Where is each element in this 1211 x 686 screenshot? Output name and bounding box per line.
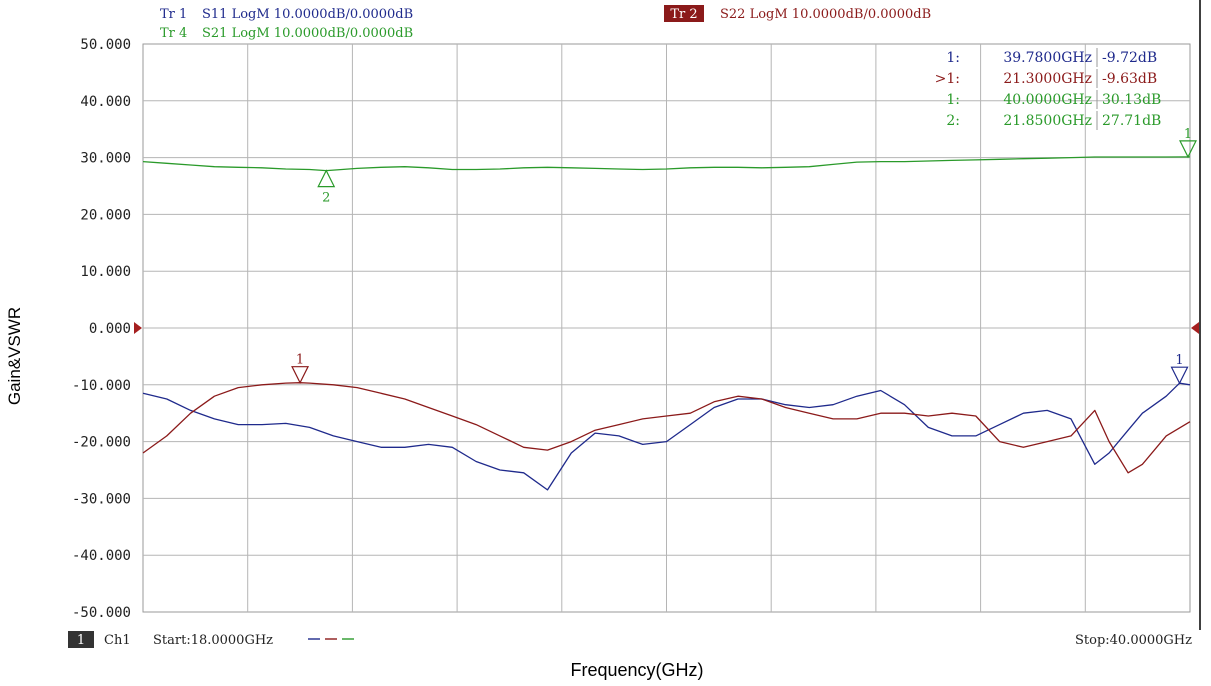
trace-header-id: Tr 1	[160, 7, 187, 22]
marker-label: 1	[1184, 127, 1192, 142]
marker-label: 1	[296, 353, 304, 368]
marker-table-frequency: 40.0000GHz	[1003, 92, 1092, 108]
marker-table-value: 27.71dB	[1102, 113, 1161, 129]
x-axis-label: Frequency(GHz)	[570, 660, 703, 680]
marker-triangle	[317, 169, 336, 188]
marker-table-frequency: 39.7800GHz	[1003, 50, 1092, 66]
y-axis-label: Gain&VSWR	[5, 307, 24, 405]
y-tick-label: 0.000	[89, 321, 131, 337]
marker-table-frequency: 21.3000GHz	[1003, 71, 1092, 87]
channel-box-label: 1	[77, 633, 85, 648]
marker-table-id: 2:	[946, 113, 960, 129]
trace-header-box	[664, 5, 704, 22]
marker-label: 2	[322, 191, 330, 206]
y-tick-label: 40.000	[80, 94, 131, 110]
trace-header-id: Tr 2	[670, 7, 697, 22]
marker-table-value: -9.72dB	[1102, 50, 1157, 66]
marker-table-id: >1:	[935, 71, 960, 87]
reference-level-markers	[134, 322, 1199, 334]
start-frequency: Start:18.0000GHz	[153, 633, 273, 648]
markers: 1 2 1 1	[291, 127, 1197, 385]
marker-table-id: 1:	[946, 92, 960, 108]
y-tick-labels: 50.000 40.000 30.000 20.000 10.000 0.000 -10.0…	[72, 37, 131, 621]
trace-line-2	[142, 156, 1191, 172]
marker-table-frequency: 21.8500GHz	[1003, 113, 1092, 129]
marker-label: 1	[1175, 353, 1183, 368]
channel-box	[68, 631, 94, 648]
marker-table-value: 30.13dB	[1102, 92, 1161, 108]
trace-headers: Tr 1 S11 LogM 10.0000dB/0.0000dB Tr 4 S21 L…	[160, 5, 931, 41]
marker-table-id: 1:	[946, 50, 960, 66]
y-tick-label: -40.000	[72, 548, 131, 564]
y-tick-label: -20.000	[72, 435, 131, 451]
channel-name: Ch1	[104, 633, 131, 648]
y-tick-label: 50.000	[80, 37, 131, 53]
trace-header-text: S21 LogM 10.0000dB/0.0000dB	[202, 26, 413, 41]
marker-table-value: -9.63dB	[1102, 71, 1157, 87]
y-tick-label: -50.000	[72, 605, 131, 621]
y-tick-label: 20.000	[80, 207, 131, 223]
y-tick-label: -30.000	[72, 491, 131, 507]
y-tick-label: -10.000	[72, 378, 131, 394]
reference-marker-right	[1191, 322, 1199, 334]
trace-line-0	[142, 382, 1191, 491]
trace-line-1	[142, 382, 1191, 474]
marker-triangle	[1170, 366, 1189, 385]
trace-header-text: S22 LogM 10.0000dB/0.0000dB	[720, 7, 931, 22]
y-tick-label: 30.000	[80, 151, 131, 167]
y-tick-label: 10.000	[80, 264, 131, 280]
marker-triangle	[291, 366, 310, 385]
stop-frequency: Stop:40.0000GHz	[1075, 633, 1192, 648]
traces	[142, 156, 1191, 491]
footer: 1 Ch1 Start:18.0000GHz Stop:40.0000GHz	[68, 631, 1192, 648]
marker-table: 1: 39.7800GHz -9.72dB >1: 21.3000GHz -9.63dB 1…	[935, 48, 1161, 130]
marker-triangle	[1179, 140, 1197, 159]
reference-marker-left	[134, 322, 142, 334]
trace-header-text: S11 LogM 10.0000dB/0.0000dB	[202, 7, 413, 22]
grid	[142, 0, 1201, 630]
trace-header-id: Tr 4	[160, 26, 187, 41]
